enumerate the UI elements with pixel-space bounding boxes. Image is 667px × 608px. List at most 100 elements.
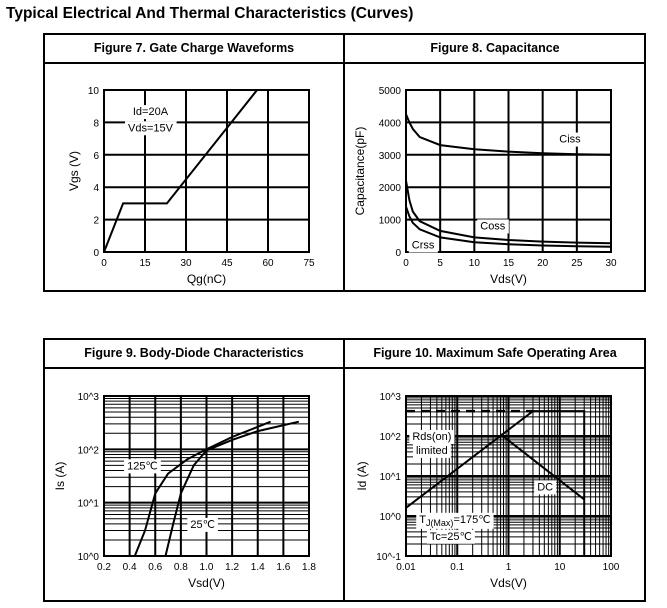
annotation-rest: =175℃ — [453, 514, 490, 526]
annotation-label: Ciss — [559, 134, 581, 146]
y-axis-label: Id (A) — [355, 461, 369, 490]
x-tick-label: 1.4 — [251, 562, 265, 573]
annotation-bg — [477, 219, 509, 234]
y-axis-label: Capacitance(pF) — [353, 127, 367, 216]
x-axis-label: Vds(V) — [490, 576, 527, 590]
y-tick-label: 0 — [93, 248, 99, 259]
plot-frame — [405, 89, 612, 253]
annotation-label: Vds=15V — [128, 122, 174, 134]
annotation-bg — [556, 132, 585, 147]
annotation-label: 25℃ — [190, 519, 215, 531]
x-tick-label: 75 — [303, 258, 315, 269]
x-tick-label: 0.01 — [396, 562, 416, 573]
annotation-bg — [416, 512, 494, 529]
x-tick-label: 30 — [180, 258, 192, 269]
y-tick-label: 1000 — [379, 216, 402, 227]
series-ciss — [405, 113, 612, 156]
x-tick-label: 100 — [603, 562, 620, 573]
x-tick-label: 10 — [554, 562, 566, 573]
x-axis-label: Qg(nC) — [187, 272, 226, 286]
annotation-bg — [129, 105, 172, 120]
x-tick-label: 45 — [221, 258, 233, 269]
annotation-bg — [124, 459, 161, 474]
x-tick-label: 1 — [506, 562, 512, 573]
figure-7-title: Figure 7. Gate Charge Waveforms — [93, 41, 295, 55]
y-tick-label: 4000 — [379, 118, 402, 129]
plot-frame — [405, 395, 612, 557]
annotation-bg — [124, 121, 177, 136]
x-tick-label: 0.4 — [123, 562, 137, 573]
y-tick-label: 10^1 — [380, 472, 402, 483]
y-tick-label: 4 — [93, 183, 99, 194]
y-tick-label: 10^2 — [380, 432, 402, 443]
annotation-bg — [187, 517, 218, 532]
annotation-label: DC — [537, 481, 553, 493]
series-25- — [164, 420, 300, 557]
subscript: J(Max) — [426, 518, 454, 528]
divider — [43, 367, 646, 369]
annotation-label: Crss — [412, 240, 435, 252]
y-tick-label: 2000 — [379, 183, 402, 194]
x-tick-label: 15 — [139, 258, 151, 269]
annotation-label: limited — [416, 445, 448, 457]
y-axis-label: Vgs (V) — [67, 151, 81, 191]
x-tick-label: 1.0 — [200, 562, 214, 573]
x-tick-label: 10 — [469, 258, 481, 269]
x-tick-label: 25 — [571, 258, 583, 269]
x-tick-label: 0.6 — [148, 562, 162, 573]
x-tick-label: 5 — [437, 258, 443, 269]
y-tick-label: 2 — [93, 216, 99, 227]
x-tick-label: 20 — [537, 258, 549, 269]
annotation-texts: Rds(on) limited DC TJ(Max)=175℃ Tc=25℃ — [412, 431, 553, 543]
plot-frame — [103, 395, 310, 557]
annotation-bg — [409, 430, 455, 444]
y-tick-label: 10^0 — [380, 512, 402, 523]
divider — [343, 33, 345, 292]
y-axis-label: Is (A) — [53, 462, 67, 491]
annotation-bg — [534, 480, 557, 495]
y-tick-label: 10^3 — [380, 392, 402, 403]
x-axis-label: Vsd(V) — [188, 576, 225, 590]
figure-8-title: Figure 8. Capacitance — [430, 41, 560, 55]
x-tick-label: 0.1 — [450, 562, 464, 573]
series-vgs — [103, 89, 258, 253]
annotation-label: Coss — [480, 220, 506, 232]
series-dc — [499, 433, 585, 501]
x-tick-label: 30 — [605, 258, 617, 269]
y-tick-label: 10^3 — [78, 392, 100, 403]
y-tick-label: 3000 — [379, 151, 402, 162]
x-tick-label: 1.6 — [276, 562, 290, 573]
y-tick-label: 5000 — [379, 86, 402, 97]
series-rds-on-limited — [405, 410, 586, 556]
plot-frame — [103, 89, 310, 253]
figure-10-title: Figure 10. Maximum Safe Operating Area — [373, 346, 617, 360]
x-tick-label: 1.8 — [302, 562, 316, 573]
x-tick-label: 0.8 — [174, 562, 188, 573]
divider — [343, 338, 345, 602]
annotation-backgrounds — [124, 459, 218, 532]
fig10-chart: Rds(on) limited DC TJ(Max)=175℃ Tc=25℃ 0.01 0.… — [355, 392, 620, 590]
y-tick-label: 10^2 — [78, 445, 100, 456]
annotation-label: Id=20A — [133, 106, 169, 118]
page-title: Typical Electrical And Thermal Character… — [6, 5, 414, 22]
annotation-backgrounds — [409, 430, 557, 544]
x-tick-label: 60 — [262, 258, 274, 269]
x-tick-label: 0 — [403, 258, 409, 269]
fig9-chart: 125℃ 25℃ 0.2 0.4 0.6 0.8 1.0 1.2 1.4 1.6 1.8 10^0 10… — [53, 392, 316, 590]
annotation-bg — [412, 443, 451, 458]
annotation-texts: Id=20A Vds=15V — [128, 106, 174, 134]
x-tick-label: 0.2 — [97, 562, 111, 573]
y-tick-label: 10^1 — [78, 499, 100, 510]
divider — [43, 62, 646, 64]
annotation-label: Tc=25℃ — [430, 531, 472, 543]
annotation-bg — [408, 238, 438, 253]
annotation-label: TJ(Max)=175℃ — [419, 514, 490, 528]
series-125- — [133, 420, 271, 557]
fig7-chart: Id=20A Vds=15V 0 15 30 45 60 75 0 2 4 6 8 10 Qg(nC) Vgs… — [67, 86, 315, 286]
x-tick-label: 1.2 — [225, 562, 239, 573]
series-crss — [405, 206, 612, 248]
annotation-backgrounds — [124, 105, 177, 136]
y-tick-label: 10 — [88, 86, 100, 97]
annotation-texts: Ciss Coss Crss — [412, 134, 581, 252]
